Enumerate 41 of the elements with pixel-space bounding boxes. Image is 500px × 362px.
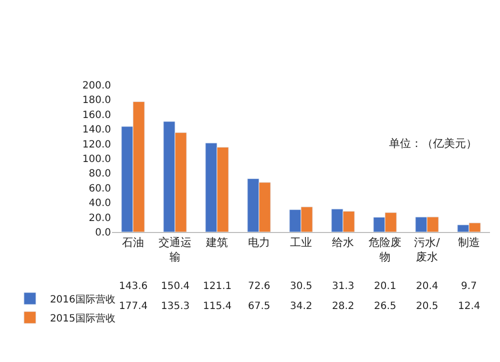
data-label: 20.4 [416, 281, 438, 292]
data-label: 121.1 [203, 281, 232, 292]
data-label: 67.5 [248, 301, 270, 312]
data-label: 31.3 [332, 281, 354, 292]
data-label: 20.1 [374, 281, 396, 292]
x-tick-label: 交通运输 [158, 236, 192, 264]
data-label: 143.6 [119, 281, 148, 292]
y-tick-label: 80.0 [88, 168, 111, 180]
data-label: 12.4 [458, 301, 480, 312]
y-tick-label: 160.0 [82, 110, 111, 121]
legend-label: 2016国际营收 [50, 293, 116, 306]
x-tick-label: 石油 [122, 236, 144, 250]
y-tick-label: 140.0 [82, 124, 111, 136]
x-tick-label: 建筑 [205, 236, 228, 250]
y-tick-label: 40.0 [88, 198, 111, 210]
y-tick-label: 60.0 [88, 183, 111, 194]
data-label: 150.4 [161, 281, 190, 292]
data-label: 115.4 [203, 301, 232, 312]
y-tick-label: 100.0 [82, 154, 111, 165]
y-tick-label: 20.0 [88, 212, 111, 224]
x-tick-label: 工业 [290, 236, 312, 250]
x-tick-label: 污水/废水 [414, 236, 440, 264]
y-tick-label: 180.0 [82, 95, 111, 106]
data-label: 20.5 [416, 301, 438, 312]
x-tick-label: 制造 [458, 236, 480, 250]
x-tick-label: 给水 [332, 236, 354, 250]
data-label: 30.5 [290, 281, 312, 292]
x-tick-label: 电力 [248, 236, 270, 250]
y-tick-label: 120.0 [82, 139, 111, 150]
data-label: 34.2 [290, 301, 312, 312]
y-tick-label: 200.0 [82, 80, 111, 92]
y-tick-label: 0.0 [95, 228, 111, 238]
data-label: 177.4 [119, 301, 148, 312]
data-label: 9.7 [461, 281, 477, 292]
x-tick-label: 危险废物 [368, 236, 402, 264]
data-label: 26.5 [374, 301, 396, 312]
data-label: 72.6 [248, 281, 270, 292]
data-label: 28.2 [332, 301, 354, 312]
legend-label: 2015国际营收 [50, 312, 116, 324]
annotation: 单位：（亿美元） [389, 137, 477, 150]
data-label: 135.3 [161, 301, 190, 312]
